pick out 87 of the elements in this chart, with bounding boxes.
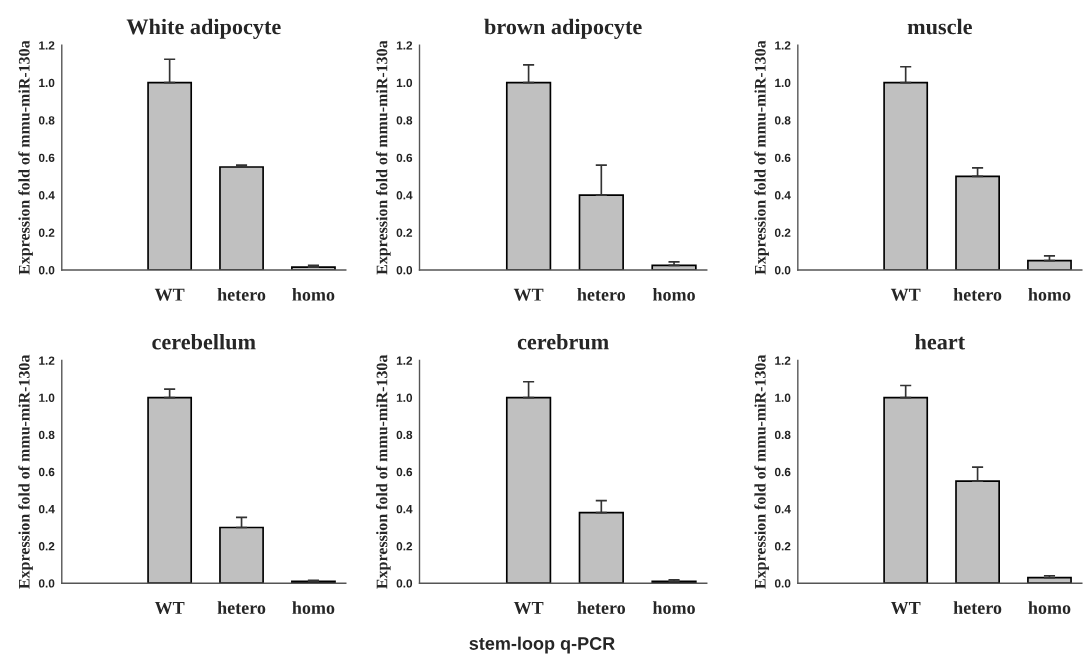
y-tick-label: 0.2	[38, 228, 55, 237]
bar	[1027, 259, 1072, 270]
y-tick-label: 1.0	[396, 393, 413, 402]
y-tick-label: 0.4	[396, 504, 413, 514]
y-axis-title: Expression fold of mmu-miR-130a	[18, 40, 33, 275]
y-tick-label: 0.6	[396, 467, 413, 477]
y-tick-label: 0.8	[774, 116, 791, 125]
y-tick-label: 0.0	[38, 266, 55, 275]
y-tick-label: 0.0	[396, 579, 413, 588]
x-tick-label: hetero	[953, 288, 1002, 301]
y-tick-label: 0.4	[774, 191, 791, 200]
y-axis-title: Expression fold of mmu-miR-130a	[754, 354, 769, 589]
y-tick-label: 0.2	[38, 542, 55, 551]
chart-title: White adipocyte	[126, 18, 281, 39]
bar	[1027, 576, 1072, 584]
bar	[219, 166, 264, 270]
y-tick-label: 0.4	[774, 504, 791, 514]
x-tick-label: homo	[292, 288, 335, 301]
y-tick-label: 1.2	[396, 356, 413, 365]
bar	[578, 511, 624, 584]
y-tick-label: 1.2	[775, 41, 791, 50]
chart-title: brown adipocyte	[484, 18, 642, 39]
y-tick-label: 0.6	[38, 467, 55, 477]
x-tick-label: homo	[652, 288, 695, 301]
x-tick-label: homo	[1028, 288, 1071, 301]
y-tick-label: 0.0	[38, 579, 55, 588]
chart-title: cerebellum	[152, 333, 256, 350]
y-tick-label: 0.8	[38, 430, 55, 440]
y-tick-label: 0.6	[774, 467, 791, 477]
x-tick-label: hetero	[217, 288, 266, 301]
y-tick-label: 1.0	[775, 78, 791, 88]
y-tick-label: 0.4	[38, 191, 55, 200]
chart-title: heart	[915, 333, 966, 350]
y-tick-label: 1.0	[396, 78, 413, 88]
x-tick-label: hetero	[217, 601, 266, 614]
x-tick-label: WT	[154, 601, 185, 615]
text: stem-loop q-PCR	[469, 636, 615, 654]
chart-title: cerebrum	[517, 333, 609, 350]
y-tick-label: 1.0	[775, 393, 791, 402]
x-tick-label: WT	[513, 288, 544, 301]
y-axis-title: Expression fold of mmu-miR-130a	[754, 40, 769, 275]
y-tick-label: 0.8	[774, 430, 791, 440]
y-tick-label: 1.2	[396, 41, 413, 50]
y-tick-label: 0.2	[396, 228, 413, 237]
bar	[505, 81, 552, 270]
x-tick-label: hetero	[953, 601, 1002, 614]
bar	[219, 526, 264, 584]
y-tick-label: 1.0	[39, 393, 55, 402]
y-axis-title: Expression fold of mmu-miR-130a	[375, 40, 391, 275]
y-tick-label: 0.8	[396, 116, 413, 125]
bar	[147, 81, 193, 270]
y-tick-label: 0.0	[396, 266, 413, 275]
bar	[883, 396, 929, 584]
y-tick-label: 0.2	[774, 228, 791, 237]
y-tick-label: 0.6	[38, 153, 55, 162]
x-tick-label: homo	[1028, 601, 1071, 614]
x-tick-label: homo	[292, 601, 335, 614]
bar	[883, 81, 929, 270]
y-tick-label: 0.2	[396, 542, 413, 551]
y-tick-label: 0.4	[396, 191, 413, 200]
y-tick-label: 0.6	[396, 153, 413, 162]
x-tick-label: hetero	[577, 601, 626, 614]
y-tick-label: 1.2	[775, 356, 791, 365]
y-tick-label: 0.8	[396, 430, 413, 440]
y-tick-label: 0.4	[38, 504, 55, 514]
y-tick-label: 1.2	[39, 41, 55, 50]
y-tick-label: 1.0	[39, 78, 55, 88]
y-axis-title: Expression fold of mmu-miR-130a	[18, 354, 33, 589]
y-tick-label: 0.6	[774, 153, 791, 162]
y-tick-label: 0.0	[774, 266, 791, 275]
y-axis-title: Expression fold of mmu-miR-130a	[375, 354, 391, 589]
y-tick-label: 1.2	[39, 356, 55, 365]
y-tick-label: 0.2	[774, 542, 791, 551]
x-tick-label: WT	[890, 288, 921, 301]
x-tick-label: homo	[652, 601, 695, 614]
bar	[955, 175, 1000, 270]
bar	[505, 396, 552, 584]
x-tick-label: WT	[513, 601, 544, 615]
y-tick-label: 0.8	[38, 116, 55, 125]
y-tick-label: 0.0	[774, 579, 791, 588]
x-tick-label: WT	[154, 288, 185, 301]
chart-title: muscle	[907, 18, 972, 35]
x-tick-label: hetero	[577, 288, 626, 301]
bar	[147, 396, 193, 584]
x-tick-label: WT	[890, 601, 921, 615]
bar	[955, 480, 1000, 584]
bar	[578, 194, 624, 270]
